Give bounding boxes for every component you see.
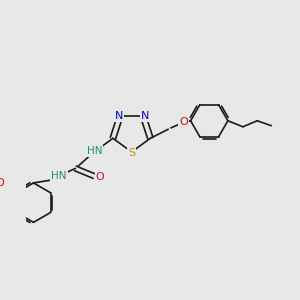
Text: S: S: [128, 148, 135, 158]
Text: O: O: [179, 117, 188, 128]
Text: N: N: [140, 111, 149, 121]
Text: N: N: [115, 111, 123, 121]
Text: O: O: [0, 178, 4, 188]
Text: HN: HN: [51, 171, 67, 181]
Text: O: O: [96, 172, 104, 182]
Text: HN: HN: [87, 146, 102, 156]
